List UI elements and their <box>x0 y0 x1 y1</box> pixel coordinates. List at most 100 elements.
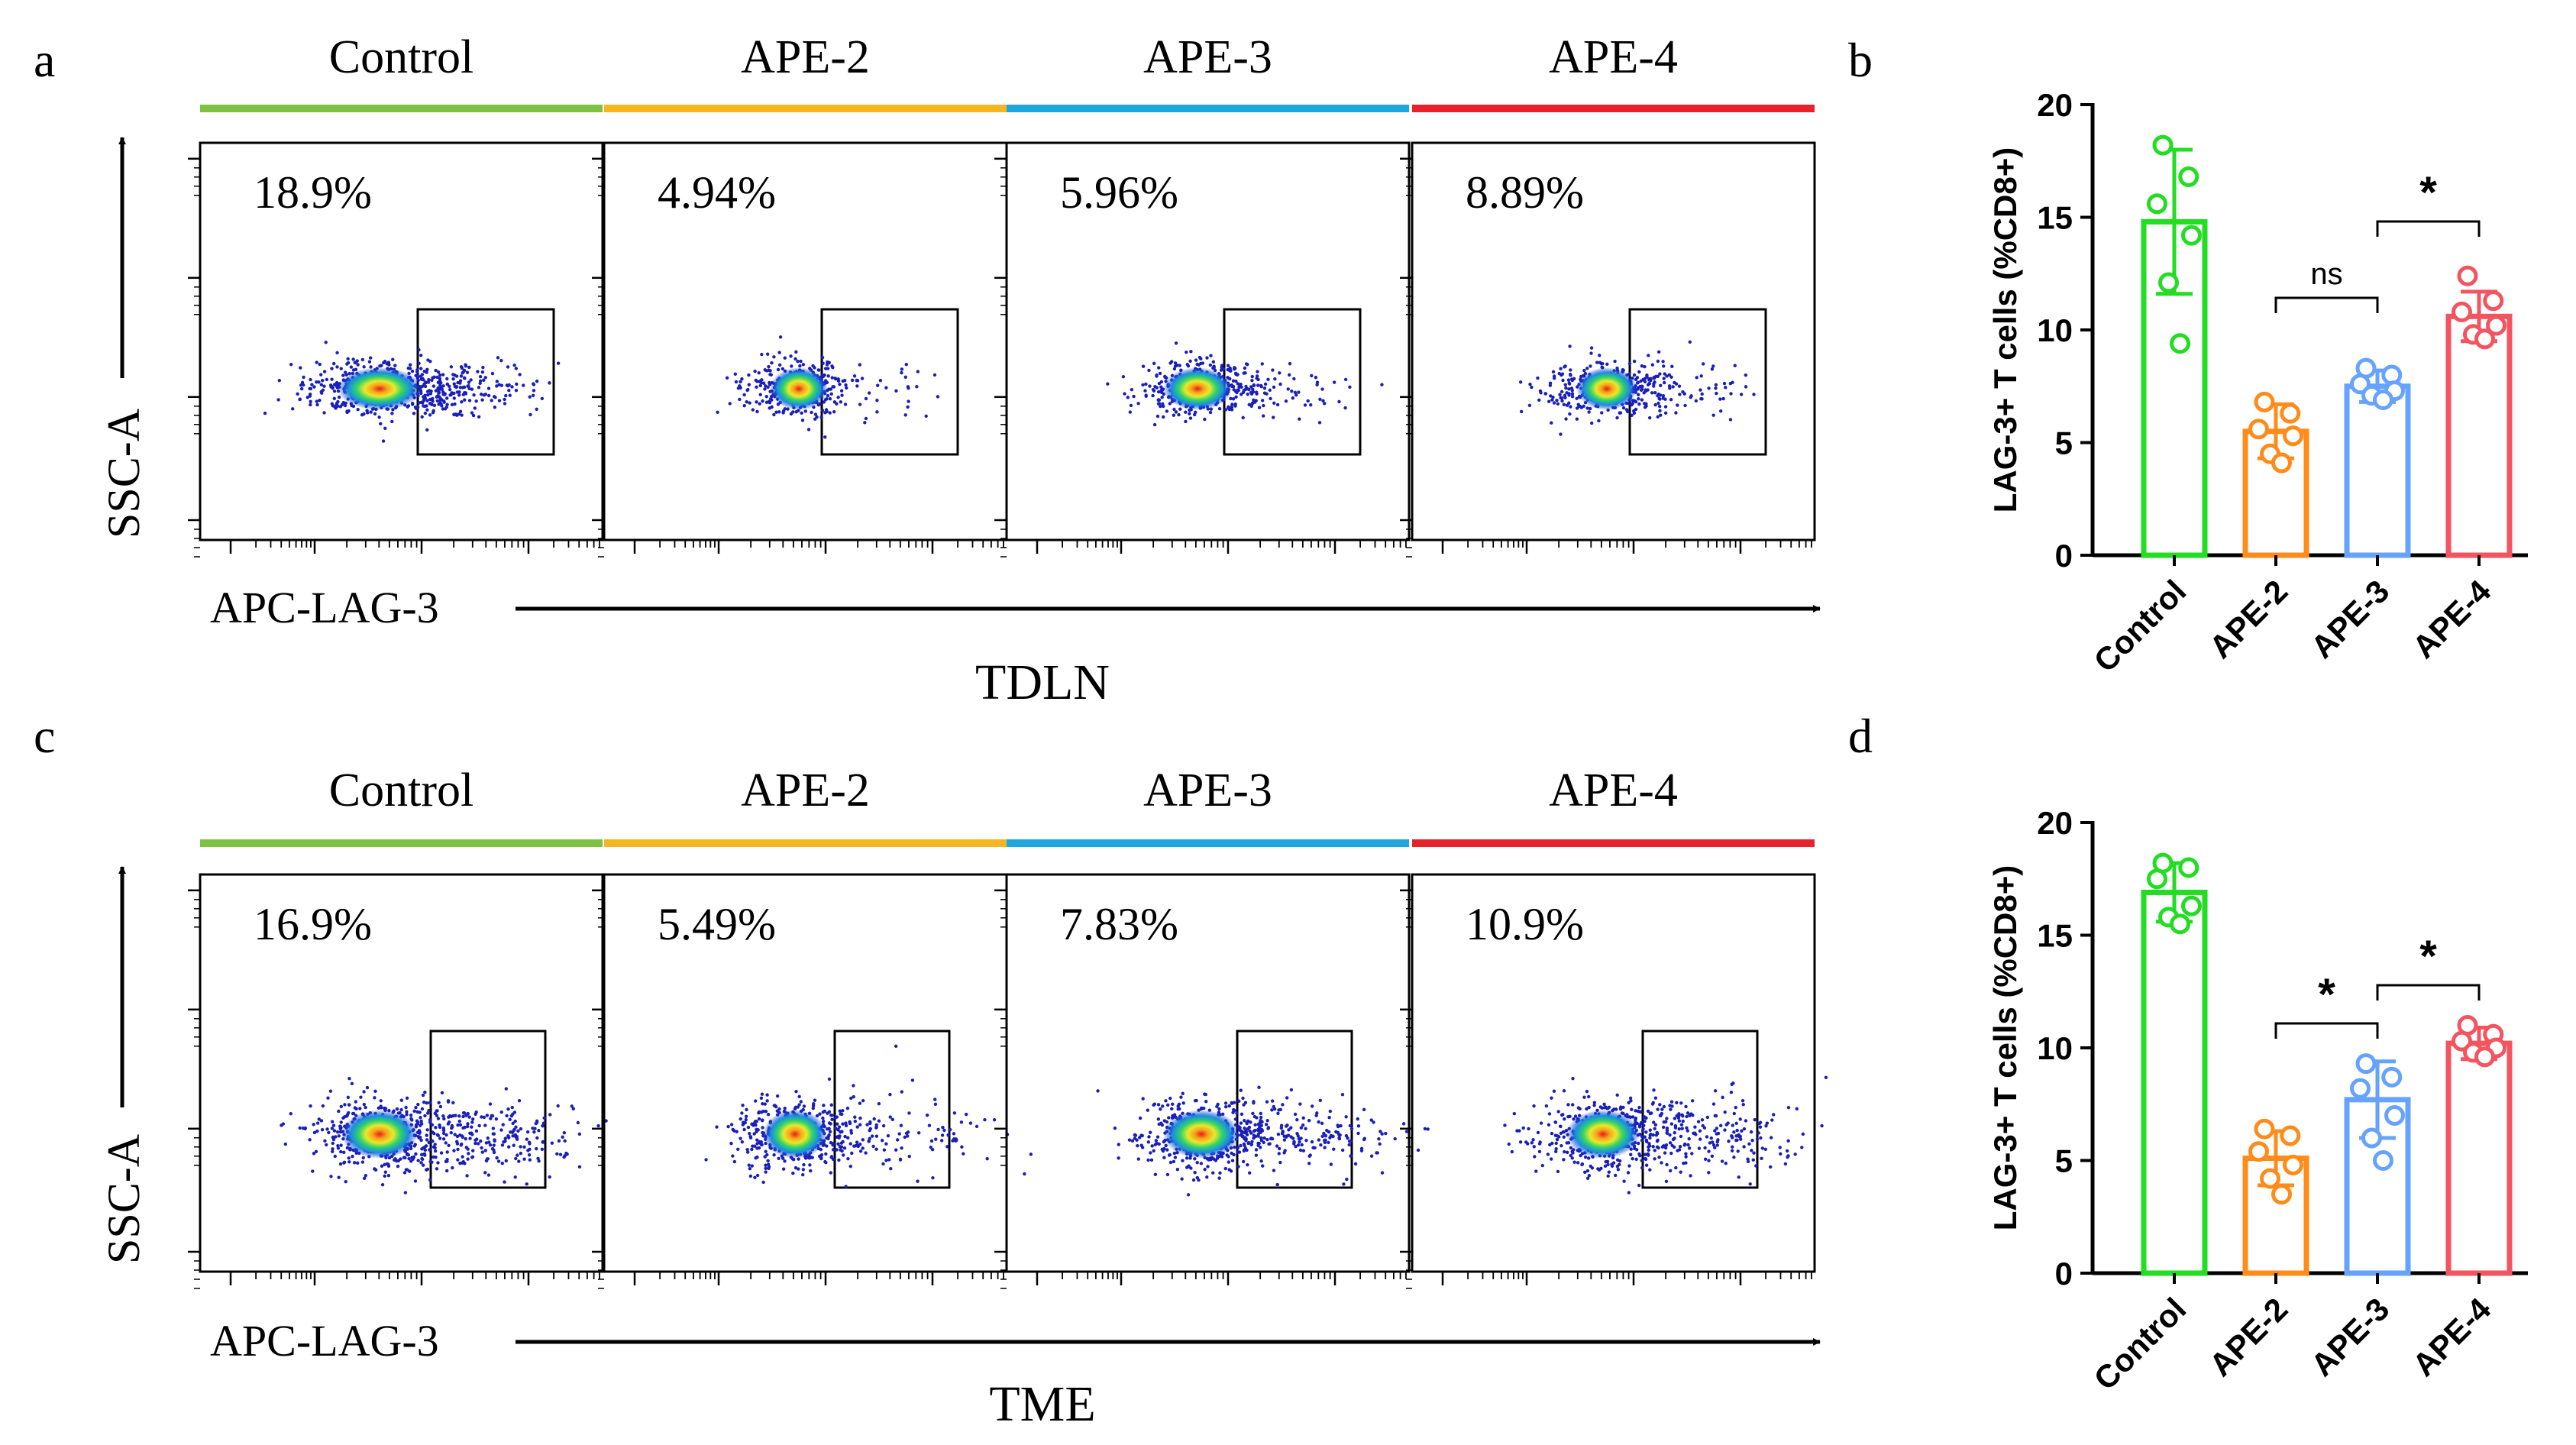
event-dot <box>1141 1097 1145 1101</box>
event-dot <box>760 352 764 357</box>
event-dot <box>470 1131 474 1135</box>
event-dot <box>417 361 421 365</box>
gate-percentage-ape3: 7.83% <box>1060 899 1178 949</box>
event-dot <box>309 402 312 407</box>
event-dot <box>1582 404 1585 409</box>
event-dot <box>426 380 431 384</box>
event-dot <box>1262 1136 1266 1140</box>
event-dot <box>731 1127 735 1132</box>
event-dot <box>1128 410 1133 414</box>
event-dot <box>518 373 522 377</box>
event-dot <box>1426 1127 1430 1131</box>
event-dot <box>412 412 416 415</box>
event-dot <box>1705 1135 1709 1139</box>
event-cloud-ape2 <box>704 1044 1033 1188</box>
event-dot <box>1153 1172 1158 1176</box>
event-dot <box>457 1119 461 1123</box>
event-dot <box>831 1157 836 1162</box>
event-dot <box>1641 1127 1645 1131</box>
event-dot <box>939 1139 944 1143</box>
event-dot <box>1231 397 1236 401</box>
event-dot <box>540 396 545 401</box>
event-dot <box>1556 402 1560 406</box>
event-dot <box>1566 1114 1570 1119</box>
event-dot <box>1270 1108 1274 1112</box>
event-dot <box>828 411 832 415</box>
event-dot <box>801 1173 805 1177</box>
event-dot <box>1673 1136 1676 1140</box>
event-dot <box>946 1133 950 1137</box>
event-dot <box>875 398 879 402</box>
event-dot <box>929 1139 934 1143</box>
event-dot <box>1519 409 1524 414</box>
event-dot <box>1568 344 1572 348</box>
event-dot <box>596 1123 600 1128</box>
event-dot <box>880 1139 884 1143</box>
event-dot <box>1585 1089 1589 1094</box>
event-dot <box>412 1155 416 1159</box>
event-dot <box>838 383 842 386</box>
data-point-ape4 <box>2483 290 2504 312</box>
event-dot <box>1564 417 1568 421</box>
event-dot <box>494 1117 499 1121</box>
group-label-control: Control <box>329 31 474 83</box>
event-dot <box>887 1158 891 1162</box>
event-dot <box>465 370 470 374</box>
event-dot <box>1299 1136 1303 1140</box>
event-dot <box>1571 1103 1575 1107</box>
event-dot <box>758 383 762 388</box>
event-dot <box>799 359 803 364</box>
event-dot <box>1701 1123 1705 1128</box>
event-dot <box>1571 1076 1575 1081</box>
event-dot <box>1665 1162 1669 1167</box>
event-dot <box>1517 1129 1521 1133</box>
event-dot <box>1301 1116 1305 1120</box>
event-dot <box>450 1125 454 1129</box>
event-dot <box>1663 372 1666 376</box>
event-dot <box>1628 1096 1633 1100</box>
event-dot <box>1359 1149 1364 1152</box>
event-dot <box>1710 1154 1715 1159</box>
event-dot <box>1715 1143 1719 1147</box>
event-dot <box>1559 367 1563 370</box>
event-dot <box>813 412 818 416</box>
event-dot <box>1229 396 1233 401</box>
event-dot <box>377 1106 381 1110</box>
event-dot <box>477 415 481 419</box>
event-dot <box>1630 1107 1634 1111</box>
event-dot <box>1793 1152 1797 1156</box>
event-dot <box>850 378 855 383</box>
event-dot <box>438 1123 441 1127</box>
event-dot <box>1735 1138 1739 1143</box>
event-dot <box>941 1125 945 1130</box>
event-dot <box>1347 1140 1352 1143</box>
event-dot <box>331 1149 335 1154</box>
event-dot <box>1689 396 1692 399</box>
event-dot <box>1636 1109 1640 1114</box>
event-dot <box>1380 1171 1385 1175</box>
event-dot <box>1168 1096 1172 1101</box>
event-dot <box>1130 387 1134 392</box>
event-dot <box>797 1103 801 1107</box>
event-dot <box>480 1150 484 1154</box>
event-dot <box>1310 1140 1314 1144</box>
event-dot <box>507 1145 511 1149</box>
event-dot <box>351 1111 355 1116</box>
event-dot <box>467 386 471 391</box>
event-dot <box>758 380 762 384</box>
event-dot <box>1640 1159 1644 1162</box>
event-dot <box>1272 415 1275 419</box>
event-dot <box>925 1113 929 1117</box>
event-dot <box>828 1130 832 1133</box>
event-dot <box>486 393 491 398</box>
event-dot <box>1690 1099 1695 1103</box>
event-dot <box>1164 1099 1168 1103</box>
density-core <box>338 367 422 410</box>
y-axis-label: LAG-3+ T cells (%CD8+) <box>1987 147 2023 512</box>
event-dot <box>1570 389 1574 393</box>
event-dot <box>332 1129 337 1133</box>
event-dot <box>435 1167 439 1171</box>
event-dot <box>503 397 506 402</box>
event-dot <box>770 360 774 365</box>
event-dot <box>342 1150 346 1155</box>
